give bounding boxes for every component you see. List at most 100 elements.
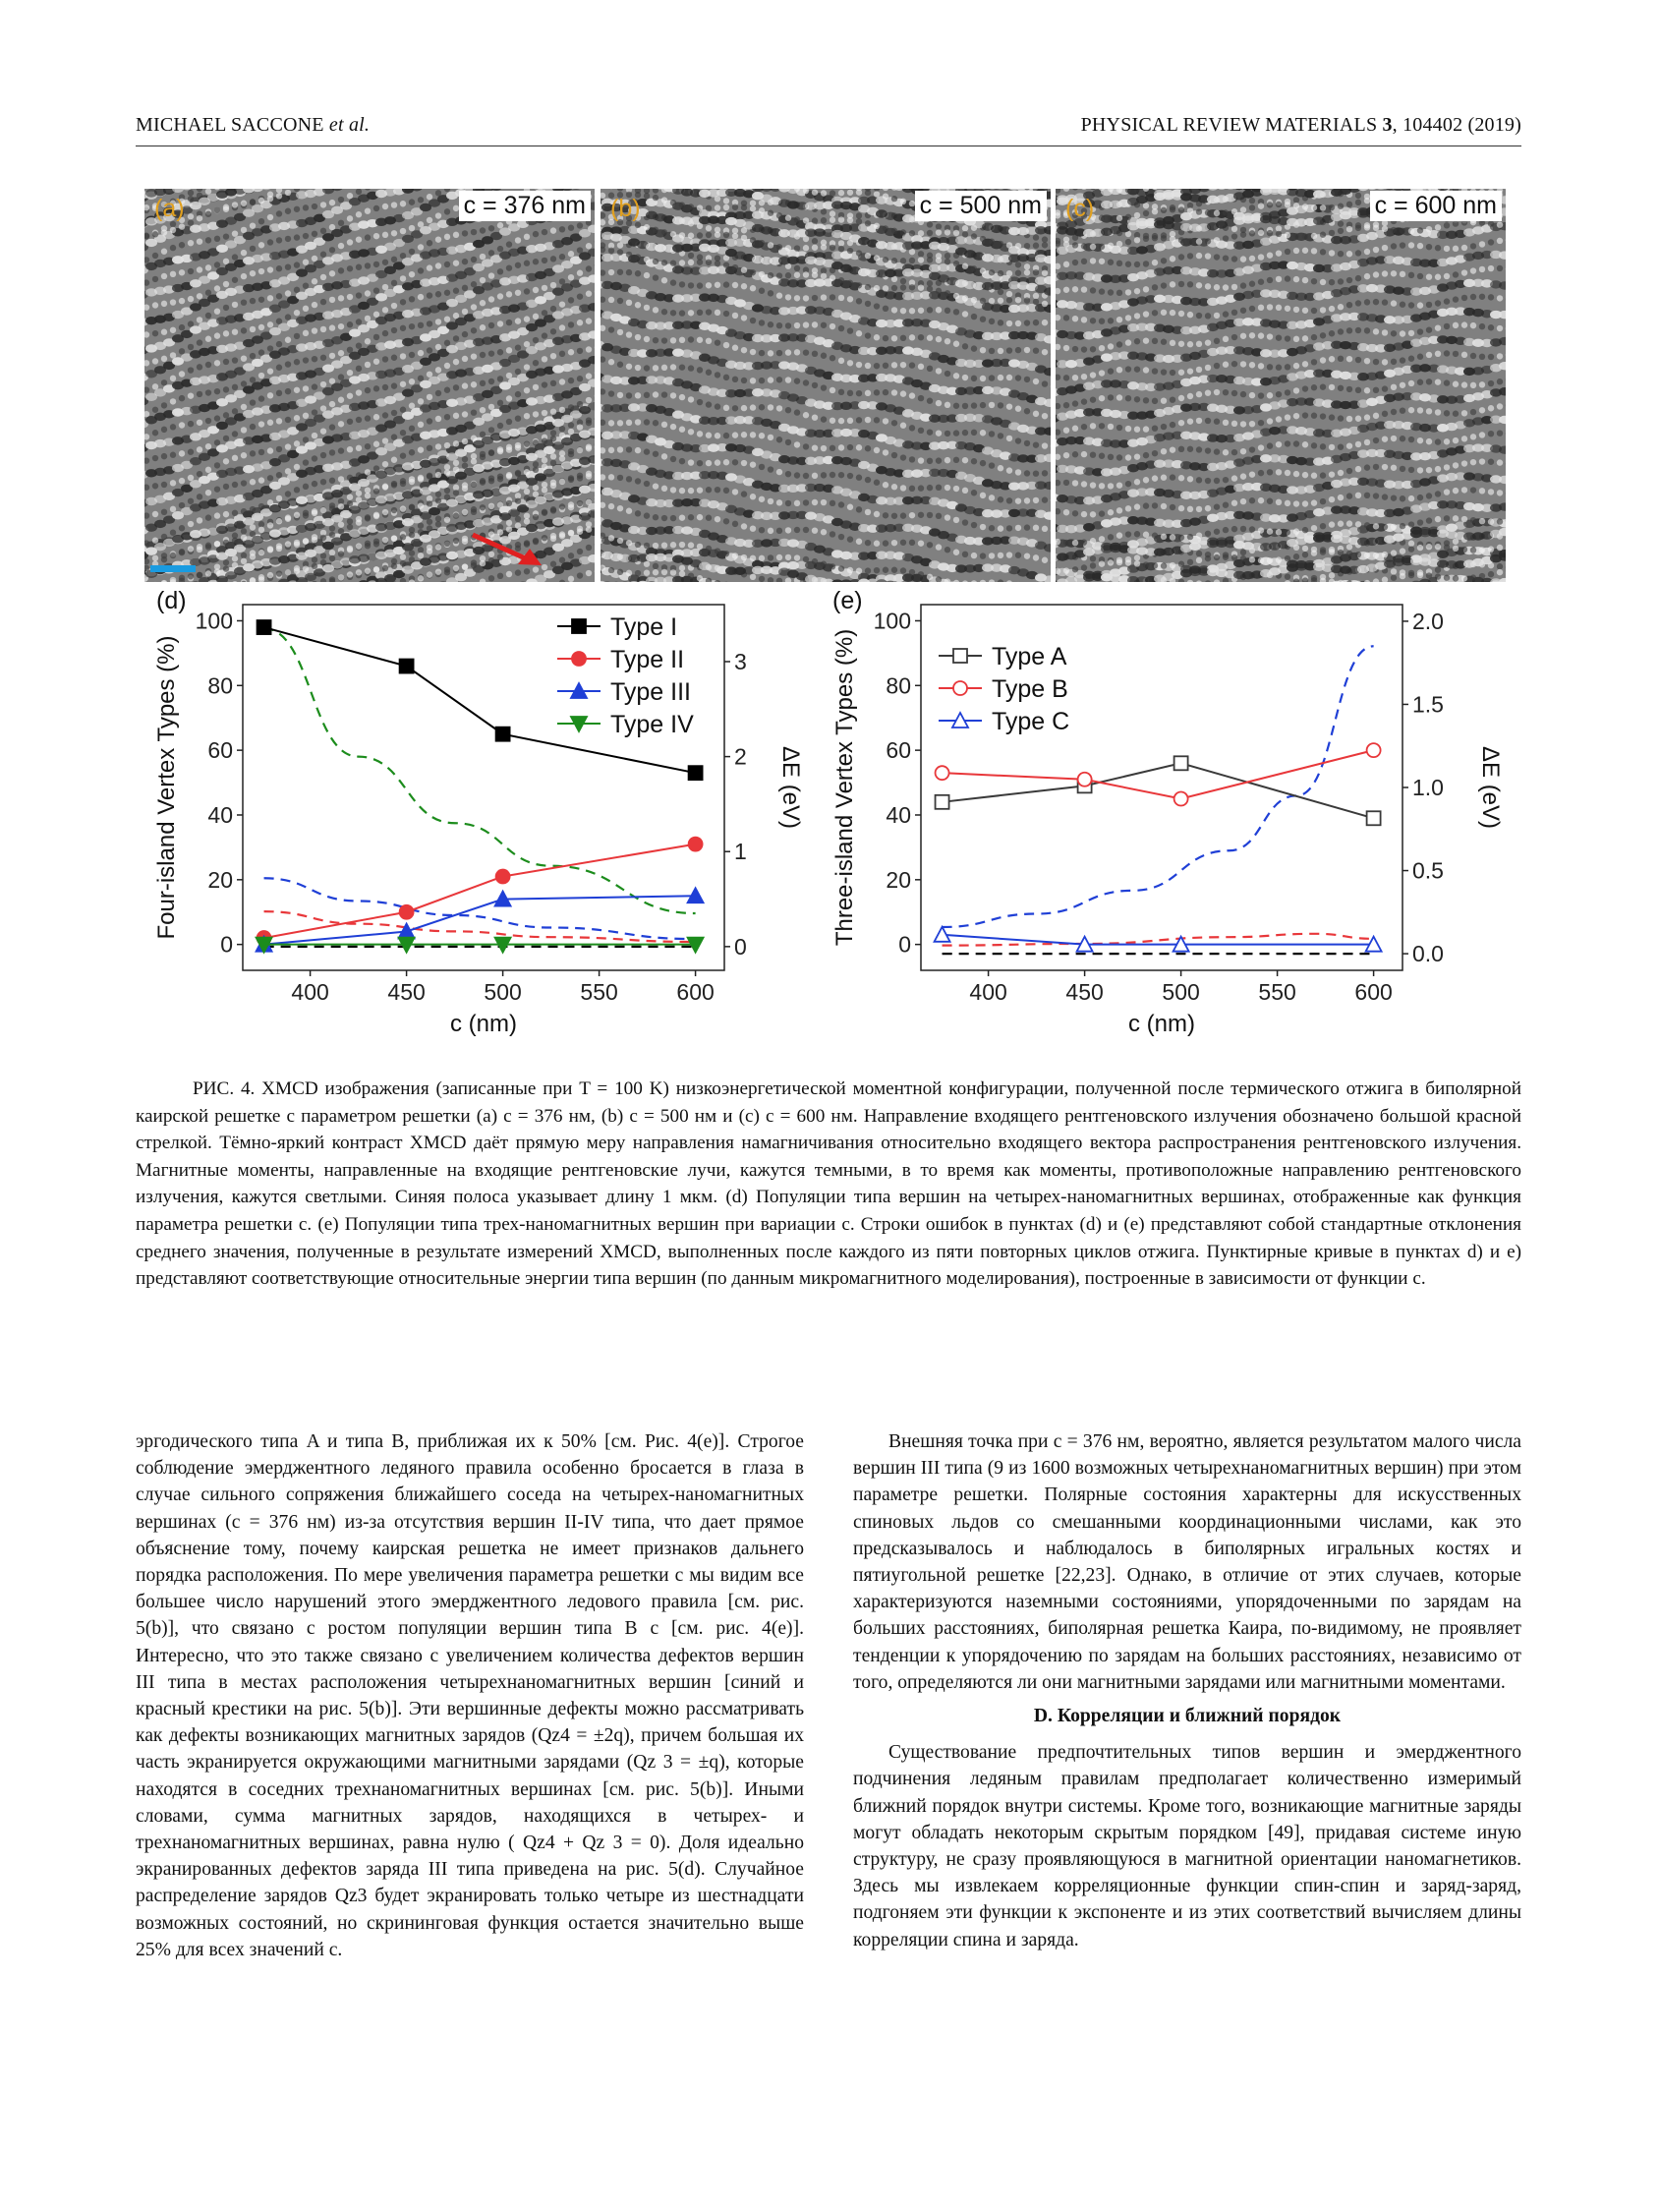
x-tick-label: 600 — [1354, 979, 1392, 1005]
marker-circle — [934, 765, 950, 782]
scale-bar — [150, 565, 196, 572]
marker-triangle-up — [1172, 934, 1191, 953]
xmcd-contrast — [144, 189, 595, 582]
left-paragraph: эргодического типа A и типа B, приближая… — [136, 1431, 804, 1960]
marker-triangle-up — [950, 711, 970, 728]
x-tick-label: 500 — [1162, 979, 1199, 1005]
y-tick-label: 60 — [207, 737, 233, 763]
lattice-label-b: c = 500 nm — [914, 191, 1047, 221]
marker-triangle-down — [569, 716, 589, 733]
marker-square — [687, 765, 704, 782]
xmcd-image-c: (c) c = 600 nm — [1056, 189, 1506, 582]
series-line — [942, 749, 1374, 800]
right-column: Внешняя точка при c = 376 нм, вероятно, … — [853, 1428, 1521, 1953]
y2-tick-label: 3 — [734, 649, 747, 674]
y2-tick-label: 2.0 — [1412, 609, 1444, 634]
series-line — [942, 933, 1374, 946]
panel-label: (d) — [156, 587, 187, 614]
series-line — [942, 762, 1374, 820]
marker-triangle-down — [397, 936, 417, 955]
legend-entry: Type B — [992, 675, 1068, 703]
y-tick-label: 40 — [207, 802, 233, 828]
x-tick-label: 450 — [387, 979, 425, 1005]
energy-curve — [263, 877, 696, 941]
marker-circle — [1173, 790, 1189, 807]
header-journal: PHYSICAL REVIEW MATERIALS 3, 104402 (201… — [1080, 114, 1521, 136]
y2-tick-label: 0.0 — [1412, 941, 1444, 966]
y-tick-label: 0 — [898, 932, 911, 958]
energy-curve — [263, 627, 696, 915]
legend-entry: Type A — [992, 643, 1067, 670]
section-heading-d: D. Корреляции и ближний порядок — [1033, 1706, 1342, 1727]
chart-d: (d) 400 450 500 550 600 0 20 40 60 80 100 0 1 2 3 c (nm)… — [153, 587, 804, 1037]
xmcd-texture — [1056, 189, 1506, 582]
marker-square — [256, 619, 272, 635]
y2-tick-label: 1.5 — [1412, 691, 1444, 717]
y-tick-label: 80 — [886, 672, 911, 698]
marker-circle — [1076, 771, 1093, 787]
marker-square — [1173, 755, 1189, 772]
y-axis-label: Four-island Vertex Types (%) — [153, 635, 180, 939]
marker-triangle-down — [255, 936, 274, 955]
right-paragraph-2: Существование предпочтительных типов вер… — [853, 1742, 1521, 1950]
marker-square — [1365, 810, 1382, 827]
chart-e: (e) 400 450 500 550 600 0 20 40 60 80 100 0.0 0.5 1.0 1… — [832, 587, 1504, 1037]
marker-triangle-down — [493, 936, 513, 955]
left-column: эргодического типа A и типа B, приближая… — [136, 1428, 804, 1963]
figure-4: (a) c = 376 nm (b) c = 500 nm (c) c = 60… — [144, 189, 1511, 1049]
x-tick-label: 550 — [580, 979, 617, 1005]
xmcd-texture — [601, 189, 1051, 582]
marker-circle — [1365, 742, 1382, 759]
y2-tick-label: 0.5 — [1412, 858, 1444, 884]
y-tick-label: 60 — [886, 737, 911, 763]
legend-entry: Type C — [992, 708, 1069, 735]
x-tick-label: 500 — [484, 979, 521, 1005]
x-tick-label: 450 — [1065, 979, 1103, 1005]
lattice-label-c: c = 600 nm — [1369, 191, 1502, 221]
marker-square — [952, 648, 968, 664]
x-tick-label: 600 — [676, 979, 714, 1005]
xmcd-texture — [144, 189, 595, 582]
marker-square — [494, 726, 511, 742]
y-tick-label: 20 — [207, 867, 233, 893]
marker-triangle-up — [933, 924, 952, 943]
y-tick-label: 40 — [886, 802, 911, 828]
panel-label-b: (b) — [610, 195, 641, 222]
y2-tick-label: 1 — [734, 839, 747, 864]
marker-triangle-up — [1075, 934, 1095, 953]
xmcd-image-b: (b) c = 500 nm — [601, 189, 1051, 582]
marker-circle — [687, 836, 704, 852]
series-line — [263, 626, 696, 775]
marker-square — [934, 793, 950, 810]
marker-circle — [571, 651, 587, 667]
marker-square — [571, 618, 587, 634]
y2-axis-label: ΔE (eV) — [777, 746, 804, 829]
caption-text: РИС. 4. XMCD изображения (записанные при… — [136, 1078, 1521, 1290]
legend-entry: Type IV — [610, 711, 694, 738]
xmcd-image-a: (a) c = 376 nm — [144, 189, 595, 582]
y2-axis-label: ΔE (eV) — [1477, 746, 1504, 829]
y-tick-label: 80 — [207, 672, 233, 698]
x-tick-label: 400 — [291, 979, 328, 1005]
plot-frame — [242, 604, 725, 971]
y2-tick-label: 2 — [734, 744, 747, 770]
marker-circle — [952, 680, 968, 696]
panel-label-c: (c) — [1065, 195, 1095, 222]
marker-circle — [398, 903, 415, 920]
page-header: MICHAEL SACCONE et al. PHYSICAL REVIEW M… — [136, 110, 1521, 146]
y-tick-label: 100 — [196, 608, 233, 633]
marker-triangle-up — [569, 681, 589, 699]
series-line — [263, 895, 696, 946]
legend-entry: Type II — [610, 646, 684, 673]
xray-arrow-head — [518, 549, 542, 565]
marker-triangle-up — [1364, 934, 1384, 953]
right-paragraph-1: Внешняя точка при c = 376 нм, вероятно, … — [853, 1431, 1521, 1693]
panel-label-a: (a) — [154, 195, 185, 222]
lattice-label-a: c = 376 nm — [458, 191, 591, 221]
legend-entry: Type I — [610, 613, 677, 641]
xray-arrow — [471, 532, 532, 563]
marker-triangle-down — [686, 936, 706, 955]
y2-tick-label: 0 — [734, 934, 747, 960]
figure-caption: РИС. 4. XMCD изображения (записанные при… — [136, 1076, 1521, 1293]
marker-circle — [494, 868, 511, 885]
